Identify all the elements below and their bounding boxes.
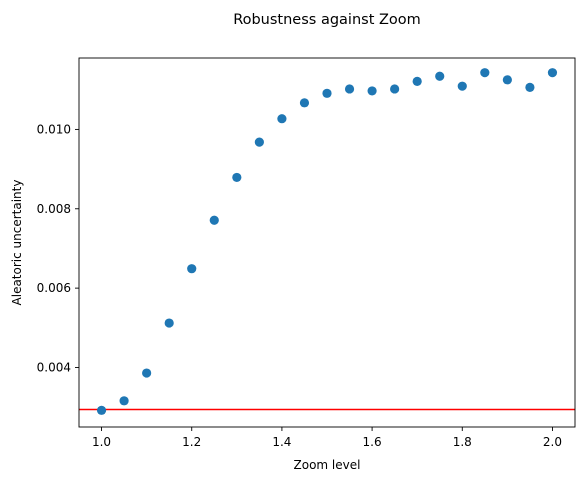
data-point <box>344 84 355 94</box>
data-point <box>322 88 332 98</box>
x-tick-label: 1.8 <box>453 435 472 449</box>
chart-title: Robustness against Zoom <box>233 12 421 28</box>
x-tick-label: 1.0 <box>92 435 111 449</box>
x-ticks: 1.0 1.2 1.4 1.6 1.8 2.0 <box>92 427 562 449</box>
x-tick-label: 2.0 <box>543 435 562 449</box>
x-tick-label: 1.2 <box>182 435 201 449</box>
data-point <box>209 215 219 225</box>
data-point <box>119 396 129 406</box>
data-point <box>390 84 400 94</box>
x-tick-label: 1.6 <box>363 435 382 449</box>
data-point <box>142 368 152 378</box>
data-points-layer <box>96 68 558 415</box>
data-point <box>547 68 558 78</box>
y-tick-label: 0.010 <box>37 122 71 136</box>
data-point <box>367 86 377 96</box>
data-point <box>164 318 174 328</box>
y-axis-label: Aleatoric uncertainty <box>10 180 24 306</box>
data-point <box>232 172 242 183</box>
data-point <box>187 264 197 274</box>
axes-layer <box>78 57 576 428</box>
y-tick-label: 0.008 <box>37 202 71 216</box>
data-point <box>254 137 264 147</box>
data-point <box>299 98 310 108</box>
data-point <box>412 76 422 87</box>
plot-frame <box>78 57 576 428</box>
x-tick-label: 1.4 <box>272 435 291 449</box>
y-tick-label: 0.006 <box>37 281 71 295</box>
data-point <box>457 81 467 91</box>
data-point <box>277 114 287 124</box>
y-ticks: 0.004 0.006 0.008 0.010 <box>37 122 79 374</box>
data-point <box>480 68 490 78</box>
data-point <box>502 75 512 85</box>
data-point <box>435 71 445 81</box>
x-axis-label: Zoom level <box>294 458 361 472</box>
data-point <box>96 405 107 415</box>
data-point <box>525 82 535 92</box>
y-tick-label: 0.004 <box>37 360 71 374</box>
